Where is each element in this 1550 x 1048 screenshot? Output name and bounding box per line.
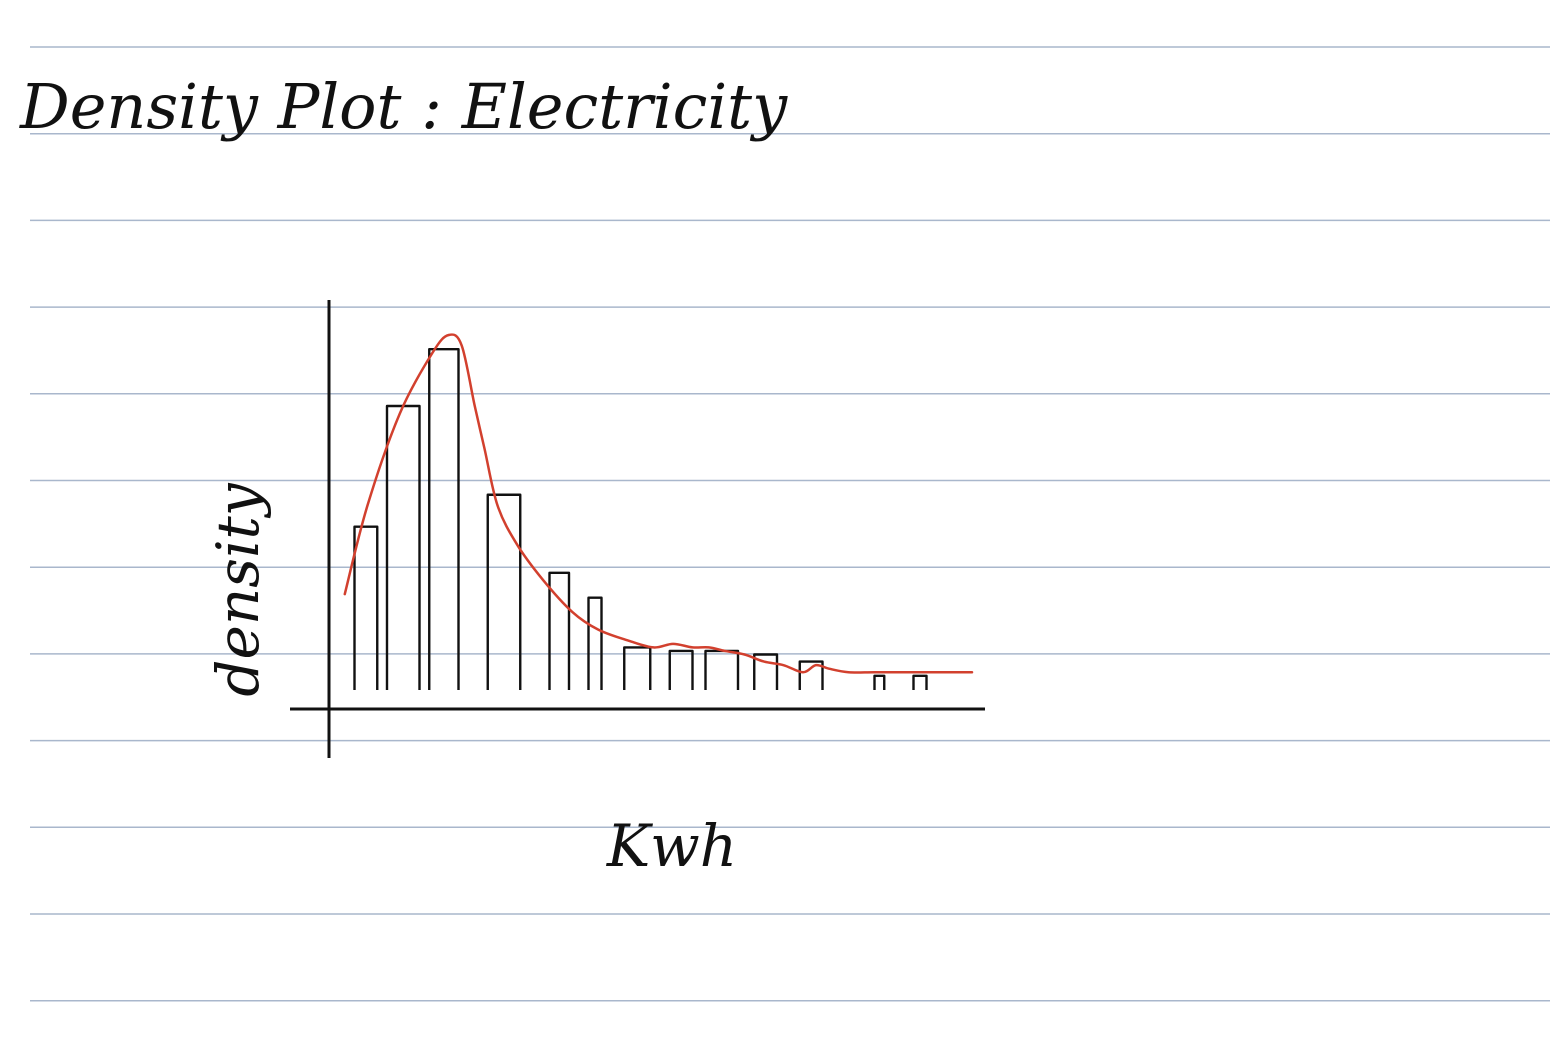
histogram-bar [753,653,779,690]
histogram-bar [428,348,460,690]
histogram-bar [668,649,694,690]
histogram-bar [587,596,603,690]
chart-title: Density Plot : Electricity [19,70,788,143]
y-axis-label: density [204,482,272,696]
histogram-bar [704,649,740,690]
histogram-bar [486,493,522,690]
x-axis-label: Kwh [606,812,737,880]
histogram-bar [353,525,379,690]
histogram-bar [873,674,886,690]
density-curve [343,333,974,674]
histogram-bar [798,660,824,690]
histogram-bar [912,674,928,690]
ruled-lines [30,46,1550,1002]
histogram-bars [353,348,928,690]
plot-area [290,300,985,758]
histogram-bar [385,404,421,690]
histogram-bar [548,571,571,690]
histogram-bar [623,646,652,690]
